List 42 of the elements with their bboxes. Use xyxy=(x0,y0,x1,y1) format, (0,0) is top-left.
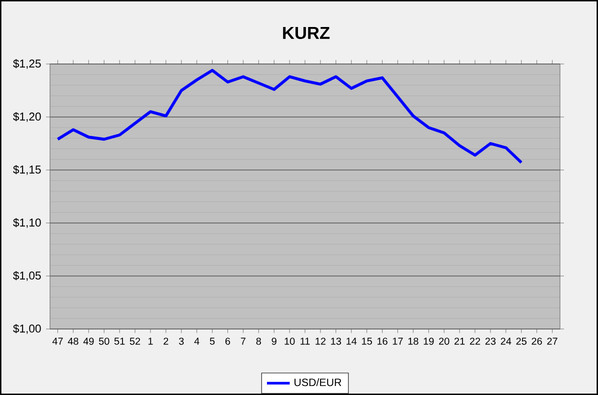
x-tick-label: 15 xyxy=(362,338,372,345)
x-tick-label: 8 xyxy=(256,338,261,345)
x-tick-label: 27 xyxy=(547,338,558,345)
x-tick-label: 49 xyxy=(83,338,94,345)
x-tick-label: 4 xyxy=(194,338,200,345)
x-tick-label: 11 xyxy=(300,338,310,345)
x-tick-label: 24 xyxy=(500,338,512,345)
x-tick-label: 9 xyxy=(272,338,276,345)
x-tick-label: 12 xyxy=(316,338,326,345)
x-tick-label: 26 xyxy=(532,338,542,345)
y-tick-label: $1,05 xyxy=(13,271,41,281)
x-tick-label: 17 xyxy=(392,338,403,345)
x-tick-label: 21 xyxy=(454,338,465,345)
x-tick-label: 48 xyxy=(68,338,78,345)
x-tick-label: 13 xyxy=(331,338,342,345)
x-tick-label: 5 xyxy=(210,338,215,345)
x-tick-label: 7 xyxy=(240,338,246,345)
x-tick-label: 2 xyxy=(164,338,168,345)
line-series xyxy=(56,68,523,164)
y-tick-label: $1,25 xyxy=(13,59,41,69)
x-tick-label: 23 xyxy=(485,338,496,345)
x-tick-label: 52 xyxy=(130,338,140,345)
x-tick-label: 6 xyxy=(225,338,230,345)
x-tick-label: 16 xyxy=(377,338,388,345)
x-tick-label: 25 xyxy=(516,338,527,345)
x-tick-label: 22 xyxy=(470,338,480,345)
x-tick-label: 20 xyxy=(439,338,450,345)
y-tick-label: $1,20 xyxy=(13,112,41,122)
x-tick-label: 50 xyxy=(98,338,110,345)
y-tick-label: $1,10 xyxy=(13,218,41,228)
y-tick-label: $1,00 xyxy=(13,324,41,334)
x-tick-label: 10 xyxy=(284,338,295,345)
x-tick-label: 18 xyxy=(408,338,418,345)
legend-label: USD/EUR xyxy=(294,378,342,386)
y-tick-label: $1,15 xyxy=(13,165,41,175)
x-tick-label: 47 xyxy=(52,338,63,345)
x-tick-label: 14 xyxy=(346,338,357,345)
x-tick-label: 3 xyxy=(178,338,184,345)
x-tick-label: 51 xyxy=(114,338,125,345)
chart-title: KURZ xyxy=(283,26,330,40)
x-tick-label: 1 xyxy=(148,338,153,345)
x-tick-label: 19 xyxy=(424,338,434,345)
